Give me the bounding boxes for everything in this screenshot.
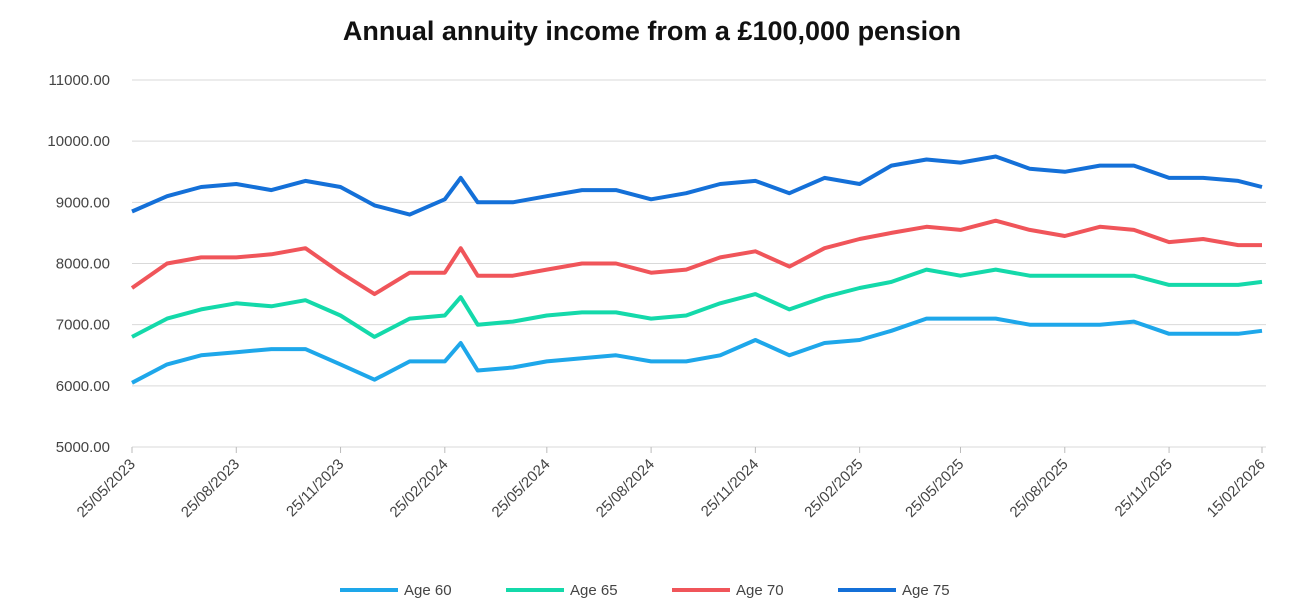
x-tick-label: 25/11/2024 [698, 456, 762, 520]
legend-label: Age 60 [404, 582, 452, 599]
x-tick-label: 25/11/2025 [1112, 456, 1176, 520]
y-tick-label: 11000.00 [49, 72, 110, 89]
line [130, 218, 1262, 297]
legend-label: Age 70 [736, 582, 784, 599]
x-tick-label: 25/05/2024 [489, 456, 554, 521]
y-tick-label: 9000.00 [56, 194, 110, 211]
line [131, 267, 1263, 339]
x-tick-label: 25/08/2025 [1007, 456, 1072, 521]
y-tick-label: 10000.00 [47, 133, 110, 150]
x-tick-label: 25/02/2024 [387, 456, 452, 521]
line [131, 154, 1263, 217]
x-tick-label: 25/02/2025 [801, 456, 866, 521]
y-tick-label: 6000.00 [56, 378, 110, 395]
legend-label: Age 65 [570, 582, 618, 599]
x-tick-label: 25/05/2025 [902, 456, 967, 521]
y-tick-label: 7000.00 [56, 317, 110, 334]
x-tick-label: 25/11/2023 [283, 456, 347, 520]
y-tick-label: 5000.00 [56, 439, 110, 456]
chart-title: Annual annuity income from a £100,000 pe… [343, 16, 961, 46]
x-tick-label: 15/02/2026 [1204, 456, 1269, 521]
x-tick-label: 25/08/2023 [178, 456, 243, 521]
x-tick-label: 25/08/2024 [593, 456, 658, 521]
x-tick-label: 25/05/2023 [74, 456, 139, 521]
legend-label: Age 75 [902, 582, 950, 599]
line [131, 316, 1263, 385]
y-tick-label: 8000.00 [56, 256, 110, 273]
